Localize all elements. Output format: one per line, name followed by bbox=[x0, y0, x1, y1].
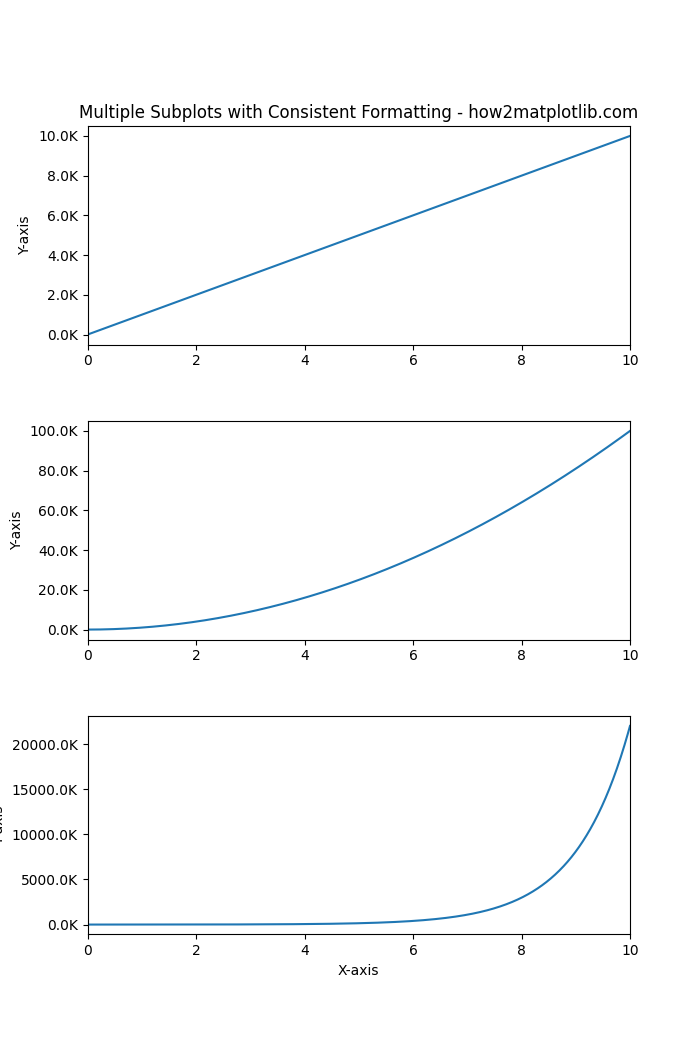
X-axis label: X-axis: X-axis bbox=[338, 964, 379, 978]
Y-axis label: Y-axis: Y-axis bbox=[10, 510, 24, 550]
Title: Multiple Subplots with Consistent Formatting - how2matplotlib.com: Multiple Subplots with Consistent Format… bbox=[79, 104, 638, 122]
Y-axis label: Y-axis: Y-axis bbox=[18, 215, 32, 255]
Y-axis label: Y-axis: Y-axis bbox=[0, 805, 6, 845]
